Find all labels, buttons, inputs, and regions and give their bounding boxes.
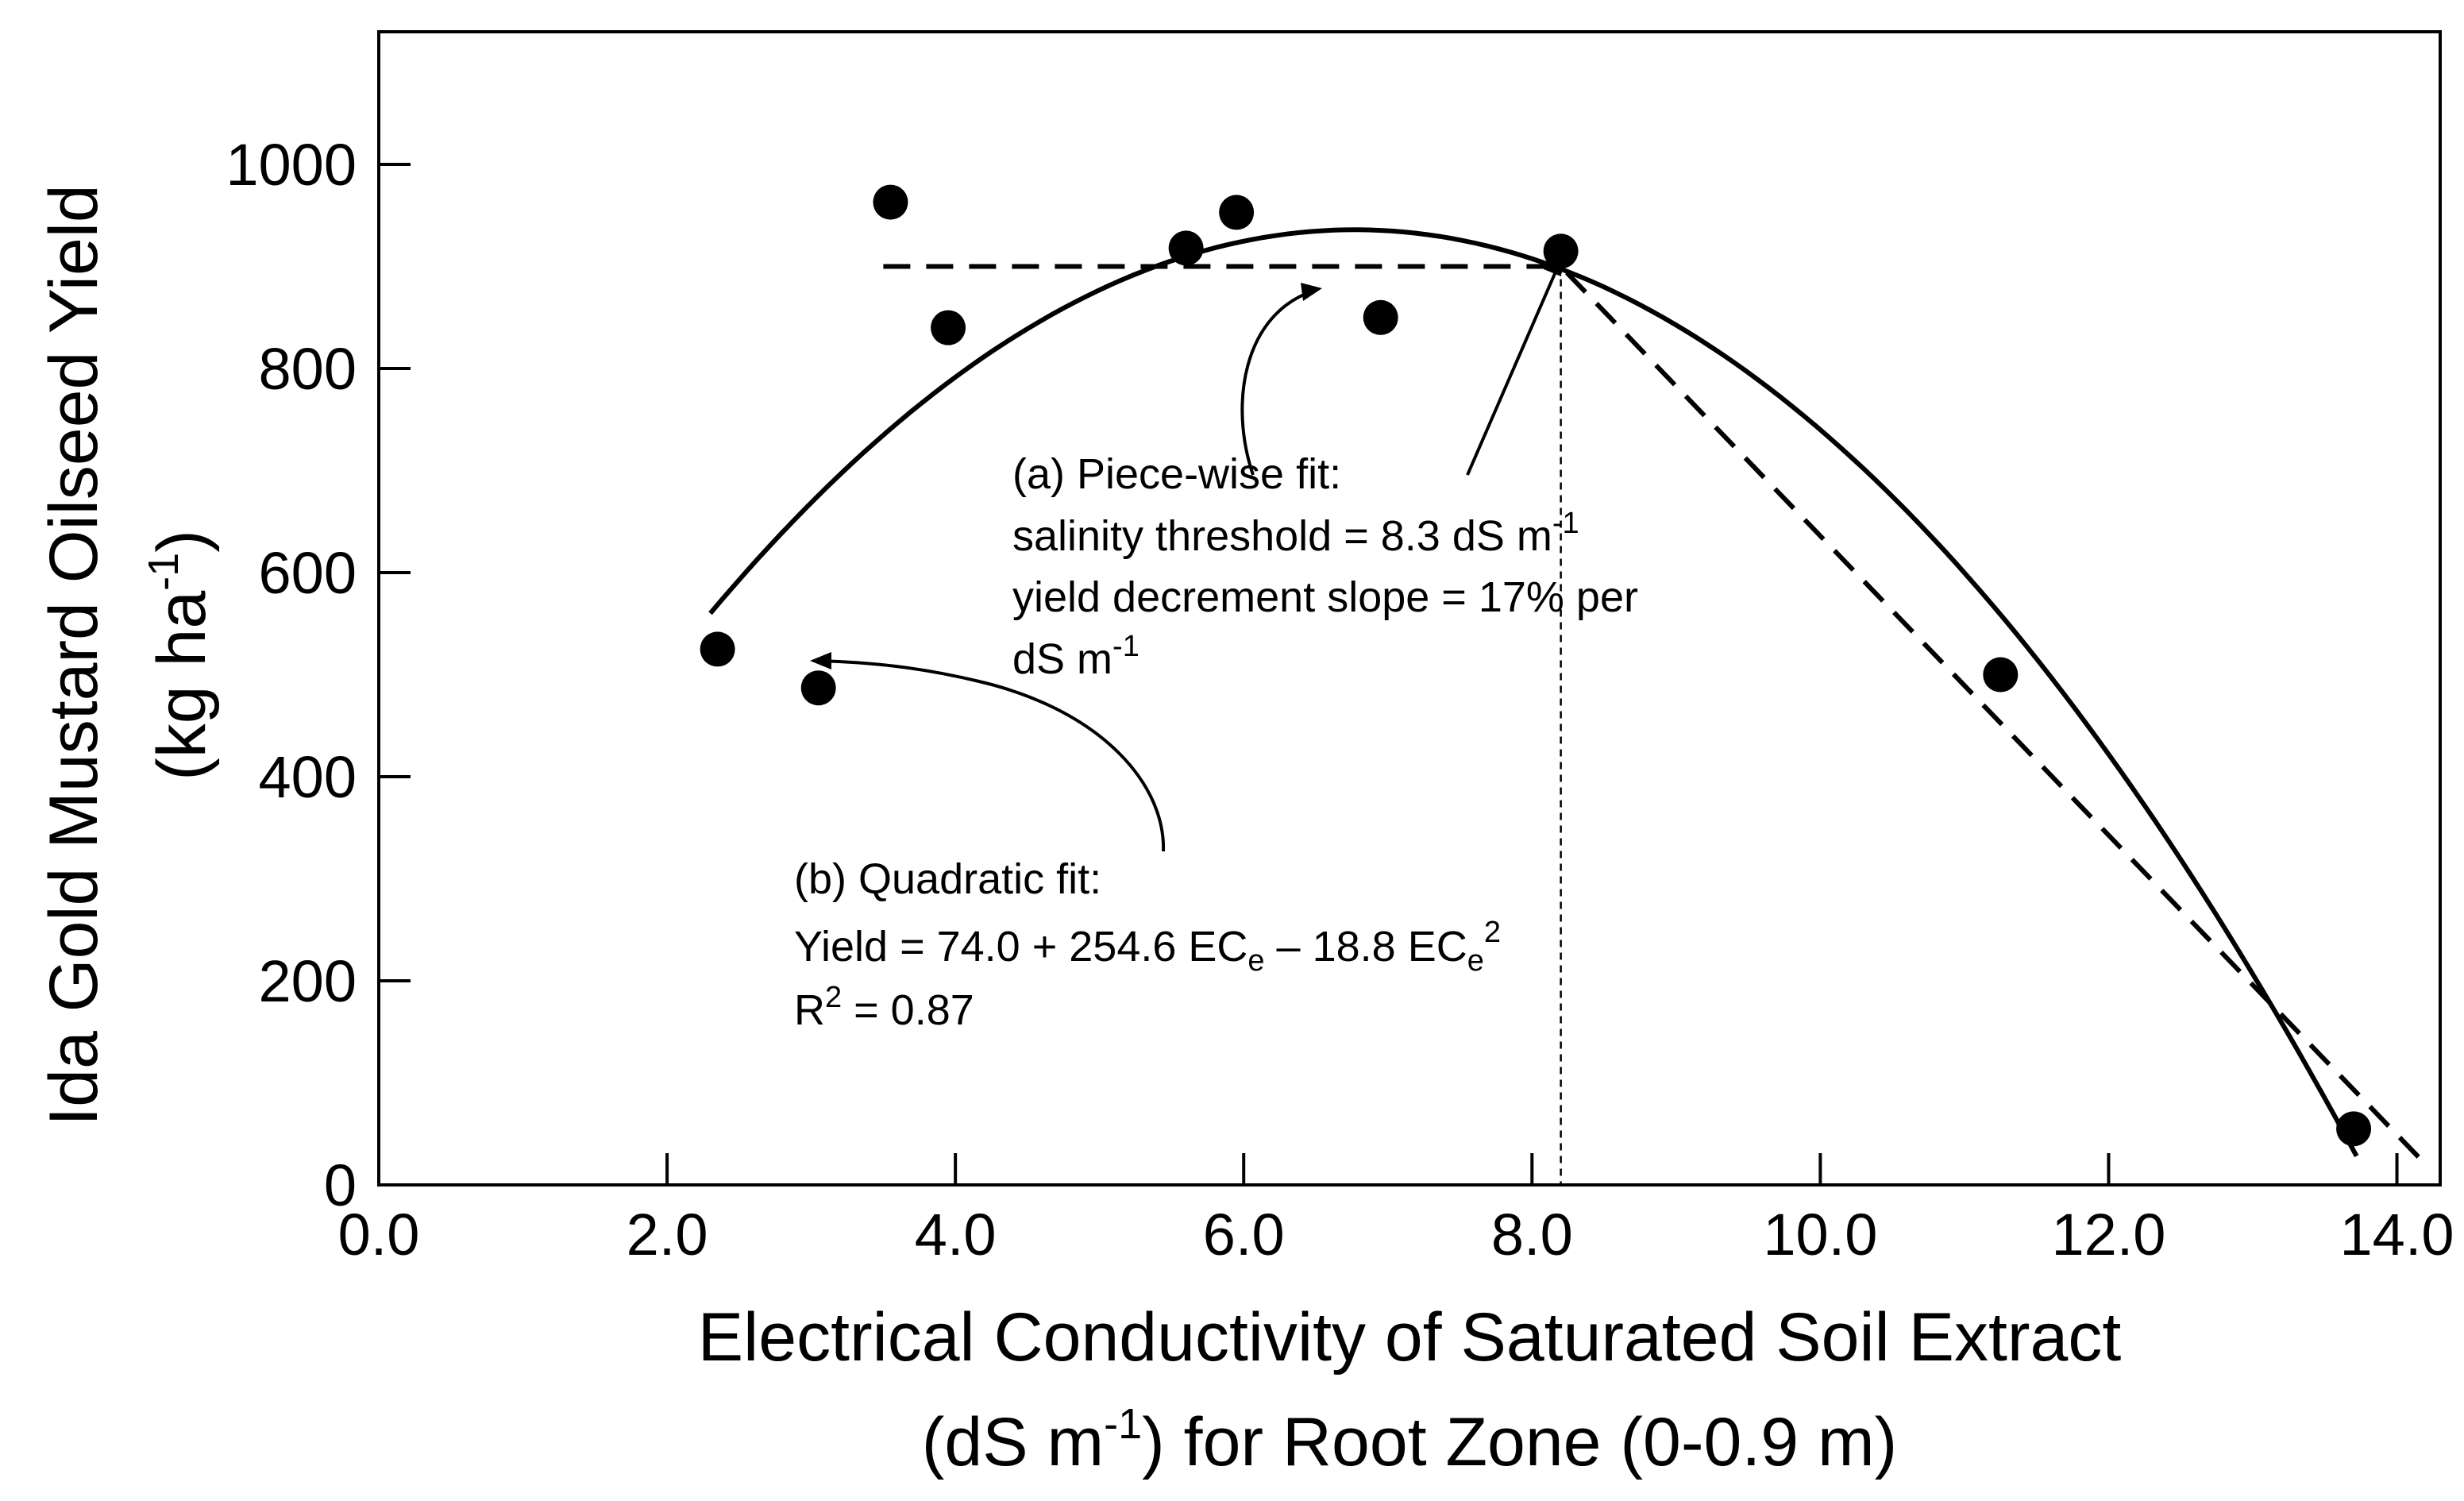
y-axis-ticks: 0 200 400 600 800 1000 [226, 132, 411, 1218]
y-axis-title-line2-post: ) [144, 530, 220, 553]
arrow-b-shaft [817, 659, 1166, 852]
x-tick-label: 6.0 [1203, 1202, 1285, 1268]
x-axis-ticks: 0.0 2.0 4.0 6.0 8.0 10.0 12.0 14.0 [338, 1153, 2454, 1268]
annotation-b-line3-r: R [794, 986, 825, 1034]
data-point [931, 310, 966, 345]
x-tick-label: 12.0 [2051, 1202, 2165, 1268]
data-point [2336, 1111, 2372, 1147]
y-axis-title-line2: (kg ha-1) [140, 530, 220, 781]
data-point [1219, 195, 1255, 230]
annotation-a-line4: dS m-1 [1012, 630, 1139, 683]
data-point [1543, 233, 1579, 269]
y-tick-label: 600 [259, 540, 357, 606]
y-axis-title-line2-pre: (kg ha [144, 591, 220, 781]
annotation-a-line2: salinity threshold = 8.3 dS m-1 [1012, 507, 1579, 560]
annotation-b-line2-sub1: e [1247, 944, 1264, 978]
annotation-b-line1: (b) Quadratic fit: [794, 855, 1101, 903]
piecewise-fit-line [883, 264, 2427, 1167]
x-tick-label: 14.0 [2340, 1202, 2454, 1268]
data-point [1363, 299, 1398, 335]
annotation-b-line3: R2 = 0.87 [794, 981, 974, 1034]
x-axis-title-line2-post: ) for Root Zone (0-0.9 m) [1142, 1404, 1897, 1480]
annotation-a-line2-text: salinity threshold = 8.3 dS m [1012, 512, 1552, 560]
x-tick-label: 8.0 [1491, 1202, 1573, 1268]
x-axis-title-line2: (dS m-1) for Root Zone (0-0.9 m) [922, 1400, 1897, 1480]
x-tick-label: 2.0 [627, 1202, 708, 1268]
annotation-b-line2-sub2: e [1467, 944, 1484, 978]
x-tick-label: 10.0 [1763, 1202, 1877, 1268]
arrow-a-right-head [1544, 257, 1562, 276]
y-axis-title-line2-sup: -1 [140, 553, 187, 591]
annotation-b-line3-text: = 0.87 [842, 986, 974, 1034]
data-point [800, 670, 836, 706]
annotation-a-line4-text: dS m [1012, 635, 1112, 683]
data-point [1983, 657, 2019, 693]
annotation-b-line2: Yield = 74.0 + 254.6 ECe – 18.8 ECe2 [794, 916, 1501, 978]
y-tick-label: 800 [259, 336, 357, 402]
annotation-b-line2-sup: 2 [1484, 916, 1501, 949]
annotation-a-line4-sup: -1 [1112, 630, 1139, 663]
plot-area-frame [377, 30, 2442, 1187]
data-point [700, 631, 735, 667]
y-tick-label: 1000 [226, 132, 357, 198]
x-axis-title-line2-pre: (dS m [922, 1404, 1104, 1480]
arrow-a-right-shaft [1466, 269, 1558, 476]
arrow-a-left-shaft [1240, 289, 1315, 476]
x-axis-title-line1: Electrical Conductivity of Saturated Soi… [698, 1299, 2122, 1376]
annotation-b-line3-sup: 2 [825, 981, 842, 1014]
x-axis-title-line2-sup: -1 [1104, 1400, 1142, 1448]
annotation-b-line2-b: – 18.8 EC [1265, 923, 1467, 970]
y-tick-label: 200 [259, 948, 357, 1014]
y-tick-label: 400 [259, 744, 357, 810]
y-axis-title-line1: Ida Gold Mustard Oilseed Yield [36, 184, 112, 1126]
data-point [1168, 230, 1204, 266]
annotation-b-line2-a: Yield = 74.0 + 254.6 EC [794, 923, 1247, 970]
x-tick-label: 0.0 [338, 1202, 420, 1268]
annotation-arrows [810, 257, 1562, 852]
quadratic-fit-curve [708, 227, 2359, 1158]
arrow-b-head [810, 652, 831, 669]
x-tick-label: 4.0 [915, 1202, 997, 1268]
data-point [873, 184, 908, 220]
annotation-a-line2-sup: -1 [1552, 507, 1579, 540]
data-points [700, 184, 2372, 1147]
annotation-a-line1: (a) Piece-wise fit: [1012, 450, 1341, 498]
arrow-a-left-head [1301, 283, 1322, 301]
y-tick-label: 0 [324, 1152, 357, 1218]
annotation-a-line3: yield decrement slope = 17% per [1012, 573, 1638, 621]
